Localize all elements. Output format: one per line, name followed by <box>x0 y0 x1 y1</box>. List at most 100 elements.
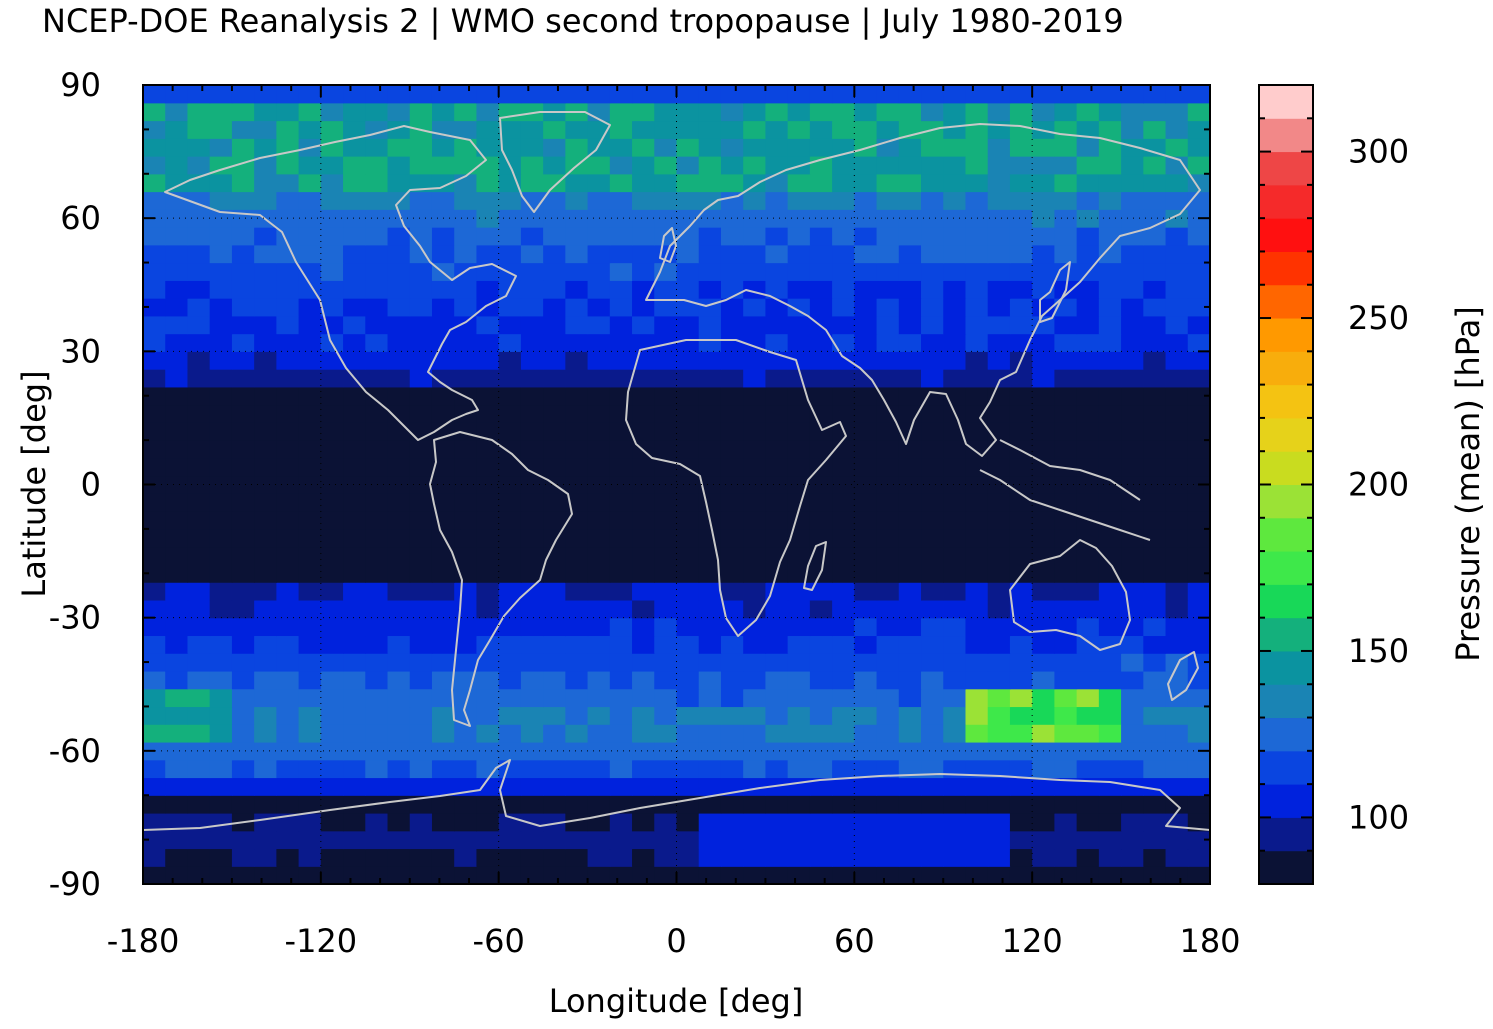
heatmap-cell <box>765 369 789 388</box>
heatmap-cell <box>276 866 300 884</box>
heatmap-cell <box>698 386 722 406</box>
heatmap-cell <box>387 635 411 654</box>
heatmap-cell <box>1165 706 1189 725</box>
heatmap-cell <box>1165 724 1189 743</box>
heatmap-cell <box>854 156 878 175</box>
heatmap-cell <box>787 635 811 654</box>
heatmap-cell <box>365 386 389 406</box>
heatmap-cell <box>565 191 589 210</box>
heatmap-cell <box>209 830 233 850</box>
heatmap-cell <box>543 422 566 441</box>
y-tick-label: -60 <box>49 732 101 770</box>
heatmap-cell <box>1076 386 1100 406</box>
heatmap-cell <box>387 866 411 884</box>
heatmap-cell <box>1032 706 1055 725</box>
heatmap-cell <box>876 706 900 725</box>
heatmap-cell <box>787 866 811 884</box>
heatmap-cell <box>1054 440 1078 459</box>
heatmap-cell <box>943 333 967 352</box>
heatmap-cell <box>409 475 433 494</box>
heatmap-cell <box>543 724 566 743</box>
heatmap-cell <box>832 866 855 884</box>
heatmap-cell <box>543 138 566 157</box>
heatmap-cell <box>498 262 522 281</box>
heatmap-cell <box>187 102 211 122</box>
heatmap-cell <box>698 706 722 725</box>
heatmap-cell <box>298 333 322 352</box>
heatmap-cell <box>1098 457 1122 477</box>
heatmap-cell <box>1098 209 1122 228</box>
heatmap-cell <box>698 440 722 459</box>
heatmap-cell <box>1032 173 1055 193</box>
heatmap-cell <box>209 582 233 601</box>
heatmap-cell <box>565 298 589 317</box>
heatmap-cell <box>143 138 166 157</box>
heatmap-cell <box>1143 156 1167 175</box>
heatmap-cell <box>1121 670 1144 690</box>
heatmap-cell <box>231 173 255 193</box>
heatmap-cell <box>1098 741 1122 761</box>
heatmap-cell <box>343 440 366 459</box>
heatmap-cell <box>1098 102 1122 122</box>
heatmap-cell <box>765 706 789 725</box>
heatmap-cell <box>543 369 566 388</box>
heatmap-cell <box>143 777 166 796</box>
heatmap-cell <box>809 280 833 299</box>
heatmap-cell <box>965 741 989 761</box>
heatmap-cell <box>276 191 300 210</box>
heatmap-cell <box>365 635 389 654</box>
heatmap-cell <box>1054 386 1078 406</box>
heatmap-cell <box>587 173 611 193</box>
heatmap-cell <box>187 795 211 814</box>
heatmap-cell <box>276 404 300 423</box>
heatmap-cell <box>654 617 678 637</box>
heatmap-cell <box>343 173 366 193</box>
heatmap-cell <box>298 812 322 832</box>
heatmap-cell <box>832 156 855 175</box>
heatmap-cell <box>1187 422 1210 441</box>
heatmap-cell <box>809 315 833 335</box>
heatmap-cell <box>143 706 166 725</box>
heatmap-cell <box>276 528 300 548</box>
heatmap-cell <box>298 848 322 867</box>
heatmap-cell <box>431 440 455 459</box>
heatmap-cell <box>854 440 878 459</box>
heatmap-cell <box>209 546 233 565</box>
heatmap-cell <box>520 440 544 459</box>
heatmap-cell <box>698 582 722 601</box>
heatmap-cell <box>854 528 878 548</box>
heatmap-cell <box>565 280 589 299</box>
heatmap-cell <box>1187 511 1210 530</box>
heatmap-cell <box>498 812 522 832</box>
heatmap-cell <box>654 351 678 370</box>
heatmap-cell <box>987 440 1011 459</box>
heatmap-cell <box>1009 369 1033 388</box>
heatmap-cell <box>943 599 967 619</box>
heatmap-cell <box>1121 511 1144 530</box>
heatmap-cell <box>343 102 366 122</box>
colorbar-swatch <box>1259 151 1313 186</box>
heatmap-cell <box>854 120 878 139</box>
heatmap-cell <box>1076 706 1100 725</box>
heatmap-cell <box>720 724 744 743</box>
heatmap-cell <box>609 564 633 583</box>
heatmap-cell <box>565 688 589 708</box>
heatmap-cell <box>854 333 878 352</box>
heatmap-cell <box>431 156 455 175</box>
heatmap-cell <box>965 369 989 388</box>
heatmap-cell <box>454 333 478 352</box>
heatmap-cell <box>1143 298 1167 317</box>
heatmap-cell <box>898 440 922 459</box>
heatmap-cell <box>1032 333 1055 352</box>
heatmap-cell <box>676 173 700 193</box>
heatmap-cell <box>787 741 811 761</box>
heatmap-cell <box>787 706 811 725</box>
heatmap-cell <box>876 262 900 281</box>
heatmap-cell <box>365 528 389 548</box>
heatmap-cell <box>498 244 522 264</box>
heatmap-cell <box>632 156 655 175</box>
heatmap-cell <box>943 706 967 725</box>
heatmap-cell <box>343 280 366 299</box>
heatmap-cell <box>565 582 589 601</box>
heatmap-cell <box>343 404 366 423</box>
